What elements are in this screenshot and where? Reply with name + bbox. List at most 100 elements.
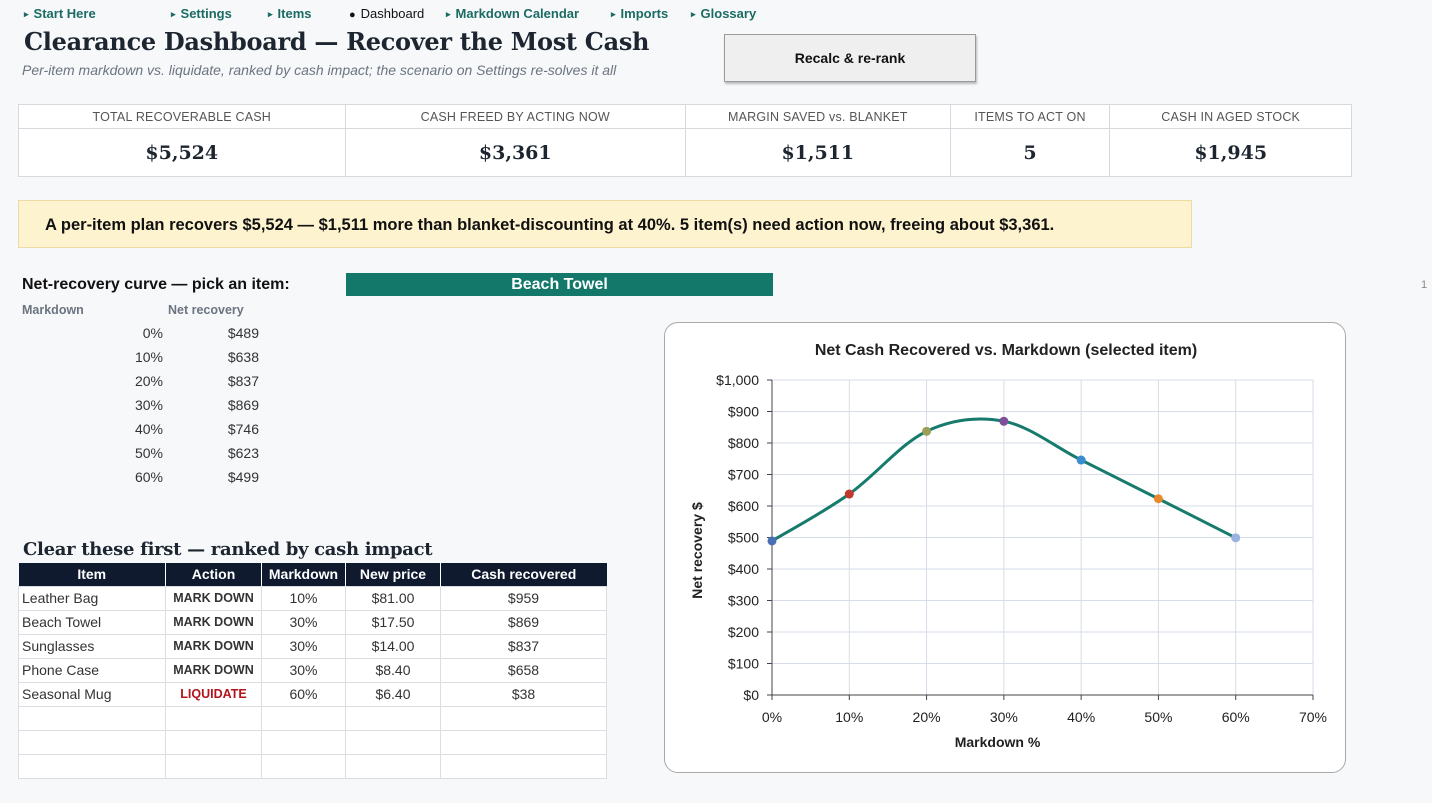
cell-cash: $38 [440, 681, 607, 707]
nav-settings[interactable]: ▸ Settings [171, 6, 232, 21]
empty-cell [18, 729, 166, 755]
curve-markdown-value: 0% [142, 325, 163, 341]
x-tick-label: 40% [1067, 709, 1095, 725]
data-point [1153, 494, 1163, 504]
nav-label: Start Here [33, 6, 96, 21]
kpi-label: CASH FREED BY ACTING NOW [345, 105, 685, 129]
action-badge: MARK DOWN [165, 609, 262, 635]
nav-dashboard[interactable]: ● Dashboard [349, 6, 424, 21]
page-subtitle: Per-item markdown vs. liquidate, ranked … [22, 62, 617, 78]
empty-cell [345, 729, 441, 755]
kpi-strip: TOTAL RECOVERABLE CASH $5,524 CASH FREED B… [18, 104, 1352, 177]
empty-cell [165, 705, 262, 731]
data-point [1076, 455, 1086, 465]
chart-svg: Net Cash Recovered vs. Markdown (selecte… [689, 342, 1327, 750]
y-tick-label: $900 [728, 404, 759, 420]
kpi-value: $1,511 [781, 142, 855, 164]
x-tick-label: 50% [1144, 709, 1172, 725]
curve-col-markdown: Markdown [22, 303, 84, 317]
cell-markdown: 30% [261, 609, 346, 635]
y-tick-label: $700 [728, 467, 759, 483]
curve-net-value: $623 [227, 445, 259, 461]
recalc-rerank-button[interactable]: Recalc & re-rank [724, 34, 976, 82]
empty-row [18, 753, 607, 779]
item-name: Sunglasses [18, 633, 166, 659]
item-name: Leather Bag [18, 585, 166, 611]
y-tick-label: $600 [728, 498, 759, 514]
nav-arrow-icon: ▸ [691, 9, 696, 19]
cell-markdown: 30% [261, 657, 346, 683]
page-number: 1 [1421, 279, 1428, 291]
nav-start-here[interactable]: ▸ Start Here [24, 6, 96, 21]
y-tick-label: $400 [728, 561, 759, 577]
kpi-card: ITEMS TO ACT ON 5 [950, 105, 1111, 176]
nav-label: Items [277, 6, 312, 21]
nav-arrow-icon: ▸ [24, 9, 29, 19]
column-header: Action [165, 563, 262, 586]
curve-picker-label: Net-recovery curve — pick an item: [22, 276, 290, 293]
x-tick-label: 30% [990, 709, 1018, 725]
active-dot-icon: ● [349, 9, 356, 21]
empty-cell [261, 753, 346, 779]
y-tick-label: $500 [728, 530, 759, 546]
data-point [767, 536, 777, 546]
empty-cell [440, 705, 607, 731]
action-badge: MARK DOWN [165, 585, 262, 611]
cell-price: $14.00 [345, 633, 441, 659]
nav-markdown-calendar[interactable]: ▸ Markdown Calendar [446, 6, 579, 21]
y-axis-label: Net recovery $ [689, 502, 705, 599]
table-row: Phone Case MARK DOWN 30% $8.40 $658 [18, 657, 607, 683]
kpi-card: CASH IN AGED STOCK $1,945 [1110, 105, 1352, 176]
nav-arrow-icon: ▸ [611, 9, 616, 19]
empty-cell [261, 705, 346, 731]
curve-markdown-value: 20% [134, 373, 163, 389]
x-tick-label: 20% [913, 709, 941, 725]
nav-arrow-icon: ▸ [446, 9, 451, 19]
data-point [844, 489, 854, 499]
data-point [1231, 533, 1241, 543]
column-header: New price [345, 563, 441, 586]
nav-label: Glossary [700, 6, 757, 21]
nav-imports[interactable]: ▸ Imports [611, 6, 668, 21]
kpi-value: $5,524 [145, 142, 219, 164]
kpi-value: $3,361 [478, 142, 552, 164]
curve-markdown-value: 50% [134, 445, 163, 461]
cell-markdown: 30% [261, 633, 346, 659]
kpi-label: TOTAL RECOVERABLE CASH [19, 105, 345, 129]
y-tick-label: $800 [728, 435, 759, 451]
kpi-card: CASH FREED BY ACTING NOW $3,361 [345, 105, 686, 176]
empty-cell [165, 753, 262, 779]
empty-row [18, 729, 607, 755]
nav-arrow-icon: ▸ [268, 9, 273, 19]
kpi-card: TOTAL RECOVERABLE CASH $5,524 [19, 105, 346, 176]
chart-title: Net Cash Recovered vs. Markdown (selecte… [815, 342, 1197, 359]
empty-cell [18, 753, 166, 779]
x-axis-label: Markdown % [955, 734, 1041, 750]
x-tick-label: 0% [762, 709, 782, 725]
table-row: Seasonal Mug LIQUIDATE 60% $6.40 $38 [18, 681, 607, 707]
empty-row [18, 705, 607, 731]
cell-price: $17.50 [345, 609, 441, 635]
y-tick-label: $0 [743, 687, 759, 703]
cell-cash: $658 [440, 657, 607, 683]
action-badge: MARK DOWN [165, 633, 262, 659]
empty-cell [345, 753, 441, 779]
nav-label: Settings [180, 6, 232, 21]
empty-cell [345, 705, 441, 731]
y-tick-label: $200 [728, 624, 759, 640]
curve-col-net: Net recovery [168, 303, 244, 317]
kpi-label: CASH IN AGED STOCK [1110, 105, 1352, 129]
item-selector[interactable]: Beach Towel [346, 273, 773, 296]
nav-items[interactable]: ▸ Items [268, 6, 312, 21]
cell-cash: $869 [440, 609, 607, 635]
curve-markdown-value: 40% [134, 421, 163, 437]
nav-glossary[interactable]: ▸ Glossary [691, 6, 756, 21]
ranking-title: Clear these first — ranked by cash impac… [23, 539, 433, 560]
curve-net-value: $837 [227, 373, 259, 389]
nav-label: Dashboard [360, 6, 425, 21]
table-row: Sunglasses MARK DOWN 30% $14.00 $837 [18, 633, 607, 659]
cell-price: $81.00 [345, 585, 441, 611]
cell-markdown: 60% [261, 681, 346, 707]
column-header: Item [18, 563, 166, 586]
x-tick-label: 60% [1222, 709, 1250, 725]
